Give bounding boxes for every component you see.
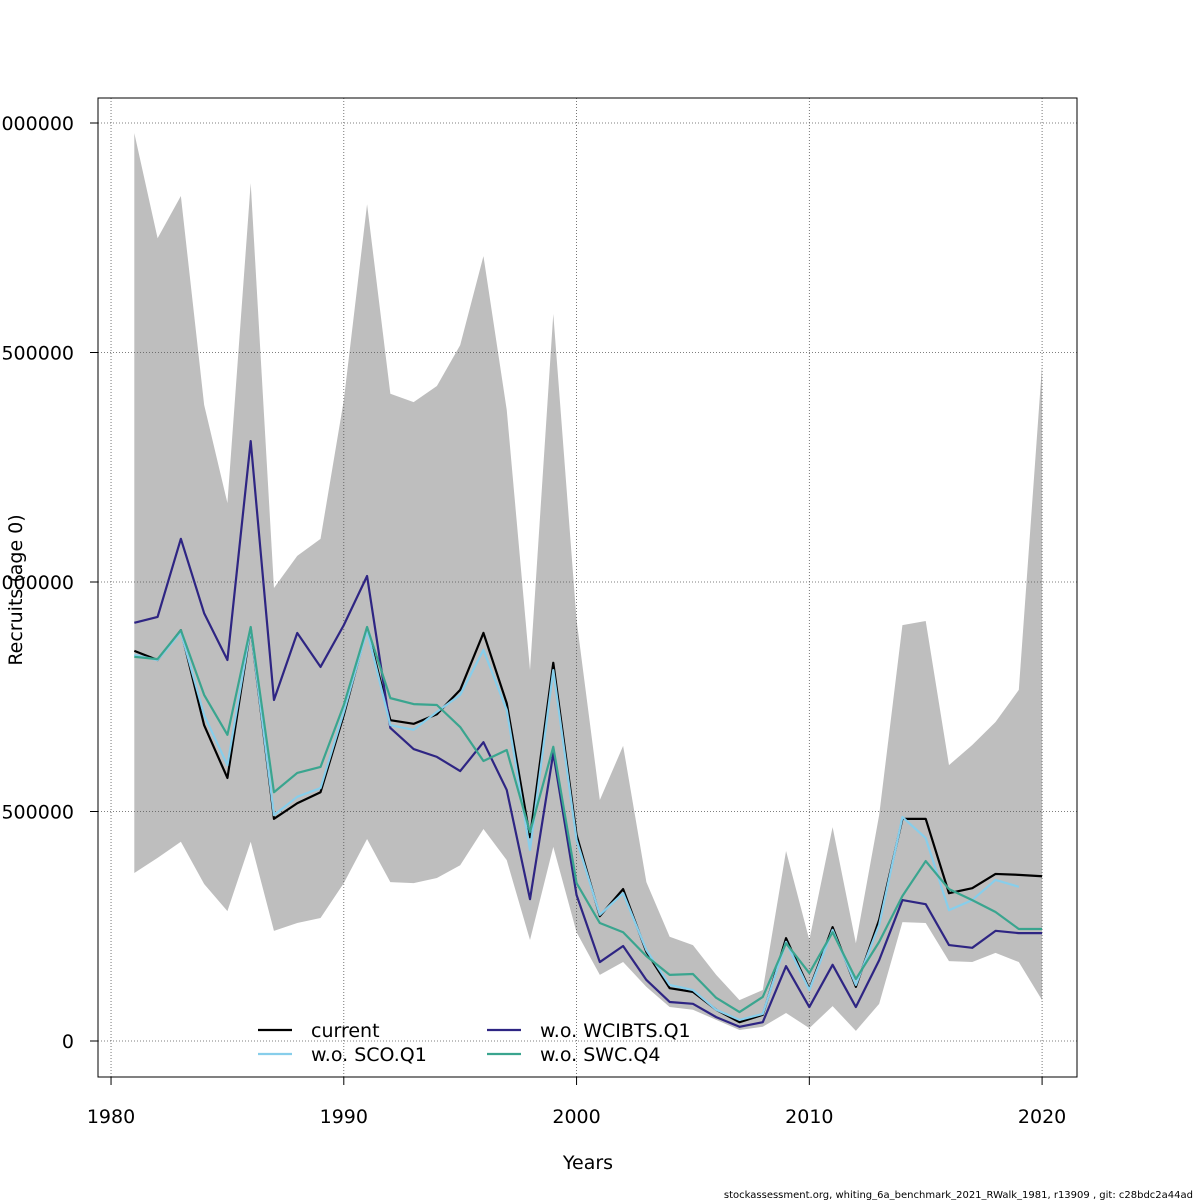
series-line — [134, 439, 1043, 1028]
y-tick-label: 1000000 — [0, 572, 74, 594]
y-axis-label: Recruits (age 0) — [5, 514, 27, 665]
y-tick-label: 1500000 — [0, 342, 74, 364]
legend-label: w.o. SCO.Q1 — [311, 1044, 427, 1066]
x-axis-label: Years — [562, 1152, 613, 1174]
legend-label: w.o. WCIBTS.Q1 — [540, 1020, 691, 1042]
x-tick-label: 1990 — [320, 1106, 368, 1128]
legend-label: w.o. SWC.Q4 — [540, 1044, 660, 1066]
series-line — [134, 626, 1020, 1021]
y-tick-label: 500000 — [1, 802, 74, 824]
x-tick-label: 2000 — [552, 1106, 600, 1128]
x-tick-label: 2010 — [785, 1106, 833, 1128]
x-tick-label: 2020 — [1018, 1106, 1066, 1128]
series-line — [134, 625, 1043, 1014]
y-tick-label: 2000000 — [0, 113, 74, 135]
footnote: stockassessment.org, whiting_6a_benchmar… — [724, 1190, 1193, 1200]
plot-frame — [97, 97, 1078, 1078]
legend-label: current — [311, 1020, 380, 1042]
x-tick-label: 1980 — [87, 1106, 135, 1128]
y-tick-label: 0 — [62, 1031, 74, 1053]
confidence-band — [134, 133, 1043, 1031]
